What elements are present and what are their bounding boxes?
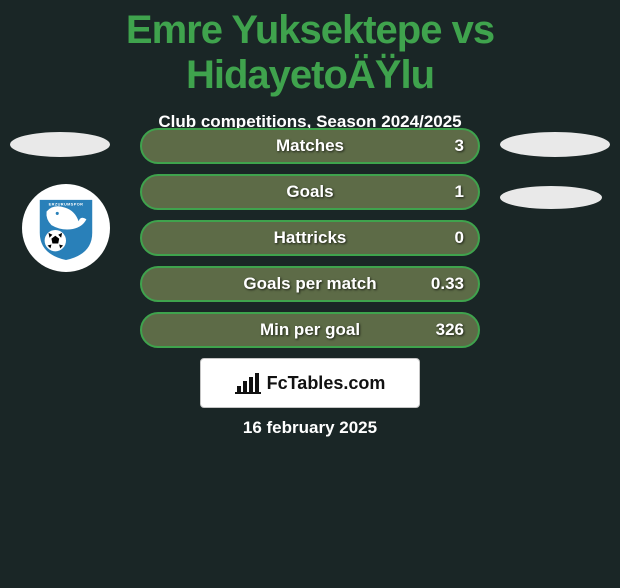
team-logo-svg: ERZURUMSPOR: [32, 194, 100, 262]
stat-value: 1: [455, 182, 464, 202]
stat-row-matches: Matches 3: [140, 128, 480, 164]
stat-row-min-per-goal: Min per goal 326: [140, 312, 480, 348]
stat-label: Goals per match: [243, 274, 376, 294]
stat-row-hattricks: Hattricks 0: [140, 220, 480, 256]
footer-brand-text: FcTables.com: [267, 373, 386, 394]
stat-row-goals-per-match: Goals per match 0.33: [140, 266, 480, 302]
page-title: Emre Yuksektepe vs HidayetoÄŸlu: [0, 8, 620, 98]
player-badge-left: [10, 132, 110, 157]
footer-brand-panel: FcTables.com: [200, 358, 420, 408]
svg-text:ERZURUMSPOR: ERZURUMSPOR: [49, 202, 84, 207]
player-badge-right-1: [500, 132, 610, 157]
bar-chart-icon: [235, 370, 261, 396]
stat-row-goals: Goals 1: [140, 174, 480, 210]
stat-value: 0: [455, 228, 464, 248]
stats-list: Matches 3 Goals 1 Hattricks 0 Goals per …: [140, 128, 480, 358]
footer-date: 16 february 2025: [0, 418, 620, 438]
stat-label: Hattricks: [274, 228, 347, 248]
stat-label: Min per goal: [260, 320, 360, 340]
stat-label: Matches: [276, 136, 344, 156]
player-badge-right-2: [500, 186, 602, 209]
stat-label: Goals: [286, 182, 333, 202]
team-logo: ERZURUMSPOR: [22, 184, 110, 272]
stat-value: 0.33: [431, 274, 464, 294]
stat-value: 3: [455, 136, 464, 156]
stat-value: 326: [436, 320, 464, 340]
root: Emre Yuksektepe vs HidayetoÄŸlu Club com…: [0, 8, 620, 132]
